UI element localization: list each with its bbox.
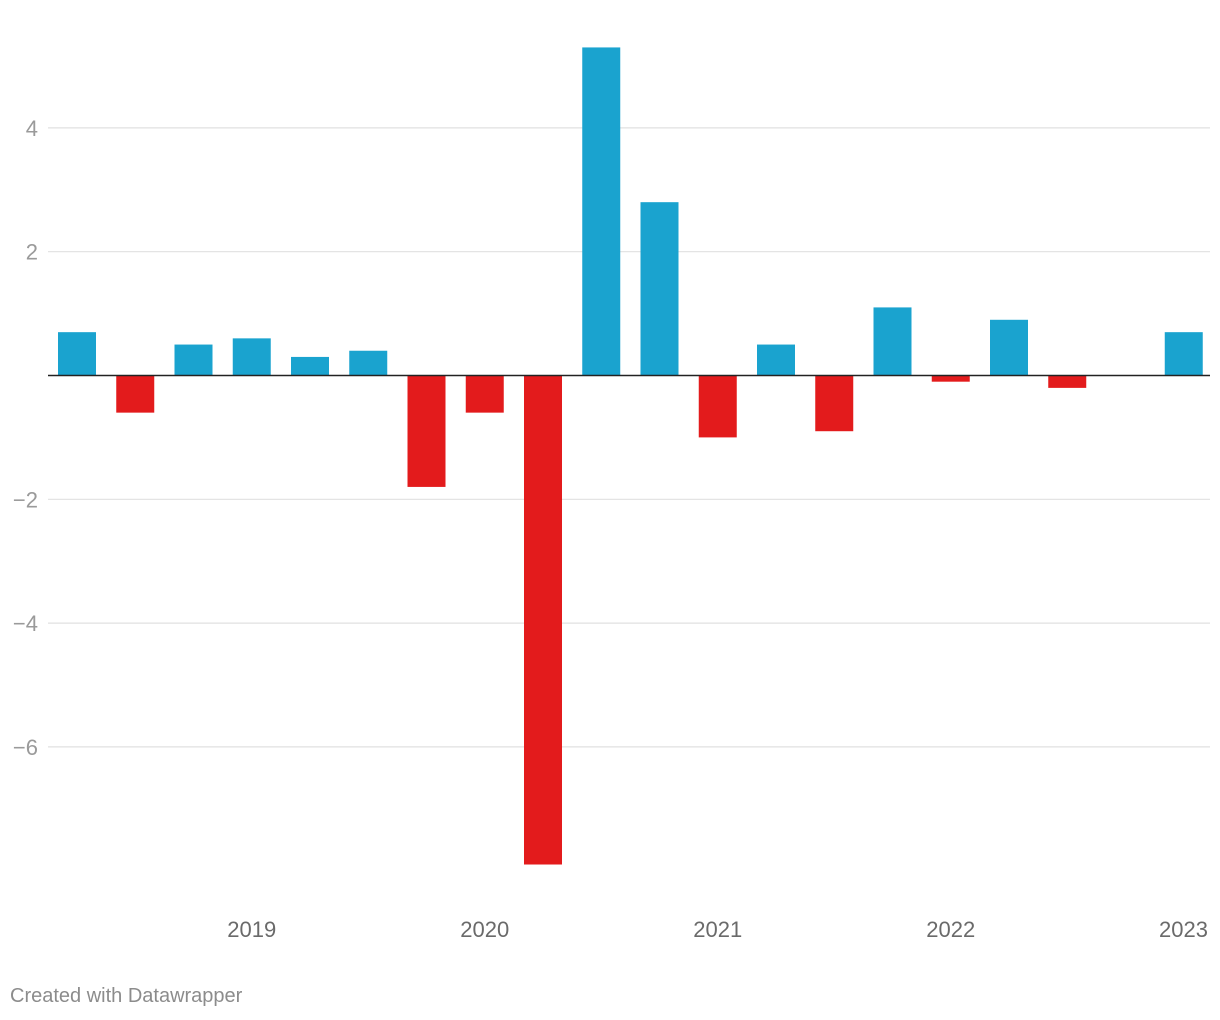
bar-q4-2018 bbox=[174, 344, 213, 376]
x-tick-label: 2022 bbox=[926, 917, 975, 942]
x-tick-label: 2019 bbox=[227, 917, 276, 942]
bar-q1-2023 bbox=[1164, 332, 1203, 376]
datawrapper-credit: Created with Datawrapper bbox=[10, 985, 243, 1007]
y-tick-label: 4 bbox=[26, 116, 38, 141]
bar-q3-2018 bbox=[116, 375, 155, 413]
y-tick-label: 2 bbox=[26, 240, 38, 265]
bar-q1-2020 bbox=[465, 375, 504, 413]
bar-q4-2021 bbox=[873, 307, 912, 376]
bar-q1-2021 bbox=[698, 375, 737, 438]
bar-q2-2022 bbox=[990, 319, 1028, 376]
bar-q2-2020 bbox=[524, 375, 562, 865]
bar-q3-2019 bbox=[349, 350, 388, 376]
bar-q3-2021 bbox=[815, 375, 854, 432]
bar-q1-2022 bbox=[931, 375, 970, 382]
gridlines bbox=[48, 127, 1210, 748]
y-tick-label: −4 bbox=[13, 611, 38, 636]
axes: 4 2 −2 −4 −6 2019 2020 2021 2022 2023 bbox=[13, 116, 1210, 942]
y-tick-label: −6 bbox=[13, 735, 38, 760]
x-tick-label: 2023 bbox=[1159, 917, 1208, 942]
bar-q2-2018 bbox=[58, 332, 96, 376]
bar-q3-2020 bbox=[582, 47, 621, 376]
y-tick-label: −2 bbox=[13, 487, 38, 512]
bar-q2-2019 bbox=[291, 356, 329, 376]
bar-q2-2021 bbox=[757, 344, 795, 376]
x-tick-label: 2020 bbox=[460, 917, 509, 942]
bar-q4-2019 bbox=[407, 375, 446, 487]
bar-chart: 4 2 −2 −4 −6 2019 2020 2021 2022 2023 bbox=[13, 47, 1210, 942]
bar-q1-2019 bbox=[232, 338, 271, 376]
x-tick-label: 2021 bbox=[693, 917, 742, 942]
bar-q3-2022 bbox=[1048, 375, 1087, 388]
bars bbox=[58, 47, 1203, 865]
bar-q4-2020 bbox=[640, 202, 679, 376]
